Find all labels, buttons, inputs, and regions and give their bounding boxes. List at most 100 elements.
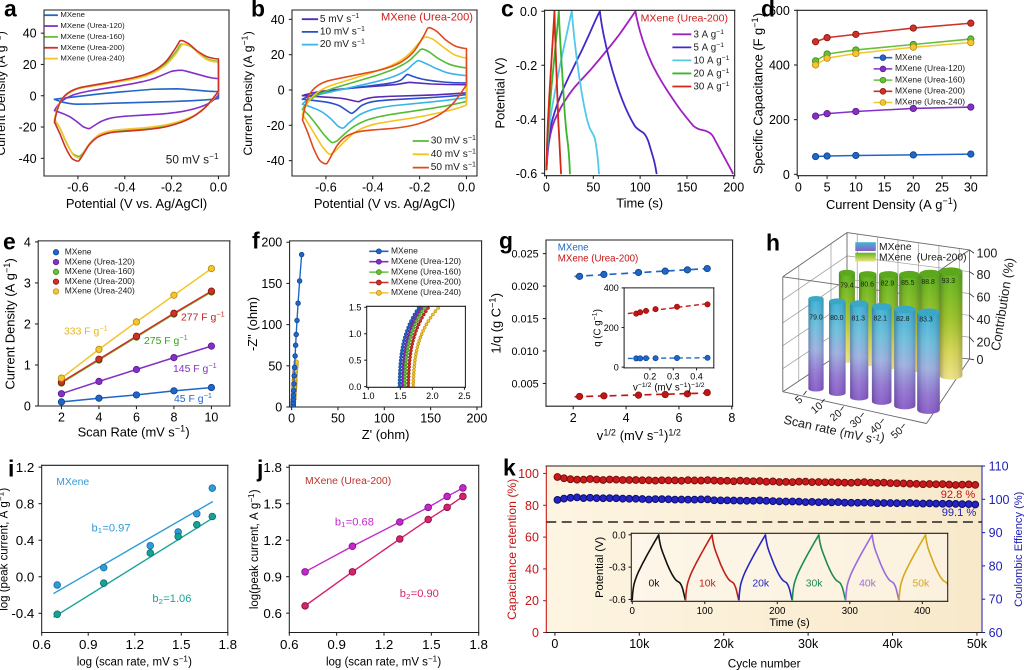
svg-text:4: 4 [623, 411, 630, 425]
svg-text:0.6: 0.6 [263, 606, 282, 621]
svg-text:100: 100 [697, 606, 714, 617]
svg-text:0.020: 0.020 [512, 281, 539, 293]
svg-text:80: 80 [977, 268, 991, 282]
svg-text:0: 0 [630, 606, 636, 617]
svg-text:1 0 m: 1 0 m V s − 1 [320, 11, 367, 40]
svg-text:100: 100 [518, 467, 539, 481]
svg-text:-40: -40 [267, 154, 285, 168]
svg-text:-0.4: -0.4 [11, 606, 35, 621]
svg-text:MXene: MXene [895, 52, 922, 62]
svg-text:88.8: 88.8 [921, 279, 935, 286]
svg-text:1.0: 1.0 [362, 391, 375, 401]
svg-text:0.9: 0.9 [327, 637, 346, 652]
svg-text:92.8 %: 92.8 % [941, 489, 976, 501]
svg-text:0.025: 0.025 [512, 249, 539, 261]
svg-text:600: 600 [769, 4, 790, 18]
svg-text:1.2: 1.2 [16, 460, 35, 475]
svg-text:100: 100 [989, 493, 1010, 507]
svg-text:100: 100 [630, 180, 651, 194]
svg-text:10k: 10k [699, 579, 717, 590]
svg-text:0.0: 0.0 [458, 181, 475, 195]
svg-text:MXene (Urea-120): MXene (Urea-120) [391, 256, 461, 266]
svg-text:b = 0 .: b = 0 . 9 0 2 [400, 577, 445, 602]
svg-text:100: 100 [977, 247, 998, 261]
svg-text:Potential (V): Potential (V) [594, 536, 606, 597]
svg-text:MXene: MXene [65, 246, 92, 256]
svg-text:MXene (Urea-200): MXene (Urea-200) [391, 277, 461, 287]
svg-text:l o g: l o g ( p e a k c u r r e n t , A g ) [0, 482, 13, 611]
svg-text:3 0 A: 3 0 A g − 1 [694, 66, 732, 95]
svg-text:3 3 3: 3 3 3 F g − 1 [64, 311, 110, 340]
svg-text:0k: 0k [648, 579, 660, 590]
svg-text:-Z" (ohm): -Z" (ohm) [245, 297, 260, 351]
svg-text:5 m V: 5 m V s − 1 [320, 0, 362, 27]
svg-text:j: j [256, 456, 263, 482]
svg-text:150: 150 [677, 180, 698, 194]
svg-text:0.9: 0.9 [79, 637, 98, 652]
svg-text:20: 20 [977, 335, 991, 349]
svg-text:200: 200 [467, 412, 488, 426]
svg-text:C u r r: C u r r e n t D e n s i t y ( A g ) − 1 [826, 184, 964, 214]
svg-text:4: 4 [24, 235, 31, 249]
svg-text:b = 0 .: b = 0 . 6 8 1 [335, 505, 380, 530]
svg-text:-0.6: -0.6 [516, 167, 538, 181]
svg-text:MXene (Urea-240): MXene (Urea-240) [391, 287, 461, 297]
svg-text:10k: 10k [629, 637, 650, 651]
svg-text:b: b [251, 0, 265, 22]
svg-text:0.8: 0.8 [16, 497, 35, 512]
svg-text:0.0: 0.0 [520, 5, 537, 19]
svg-text:8: 8 [170, 411, 177, 425]
svg-text:c: c [501, 0, 514, 22]
svg-text:MXene: MXene [879, 242, 912, 253]
svg-text:0.9: 0.9 [263, 570, 282, 585]
svg-text:0: 0 [288, 412, 295, 426]
svg-text:1.2: 1.2 [263, 533, 282, 548]
svg-text:1: 1 [24, 359, 31, 373]
svg-text:1.8: 1.8 [263, 460, 282, 475]
svg-text:q ( C: q ( C g ) − 1 [577, 303, 606, 347]
svg-text:2 0 m: 2 0 m V s − 1 [320, 24, 367, 53]
svg-text:400: 400 [769, 59, 790, 73]
svg-text:200: 200 [769, 113, 790, 127]
svg-text:50: 50 [268, 359, 282, 373]
svg-text:100: 100 [374, 412, 395, 426]
svg-text:0.010: 0.010 [512, 346, 539, 358]
svg-text:2 7 7: 2 7 7 F g − 1 [181, 297, 227, 326]
svg-text:0.5: 0.5 [349, 355, 362, 365]
svg-text:MXene (Urea-200): MXene (Urea-200) [305, 476, 391, 487]
svg-text:-0.2: -0.2 [161, 181, 183, 195]
svg-text:Time (s): Time (s) [616, 196, 663, 211]
svg-text:1.5: 1.5 [172, 637, 191, 652]
svg-text:82.9: 82.9 [881, 281, 895, 288]
svg-text:MXene (Urea-120): MXene (Urea-120) [65, 256, 135, 266]
svg-text:150: 150 [261, 277, 282, 291]
svg-text:6: 6 [133, 411, 140, 425]
svg-text:0: 0 [275, 401, 282, 415]
svg-text:25: 25 [935, 180, 949, 194]
svg-text:MXene (Urea-200): MXene (Urea-200) [60, 43, 125, 52]
svg-text:1 / q: 1 / q ( g C ) − 1 [476, 287, 506, 354]
svg-text:1.2: 1.2 [375, 637, 394, 652]
svg-text:MXene (Urea-240): MXene (Urea-240) [895, 97, 965, 107]
svg-text:0: 0 [30, 89, 37, 103]
svg-text:Capacitance retention (%): Capacitance retention (%) [505, 479, 519, 620]
svg-text:1.0: 1.0 [349, 329, 362, 339]
svg-text:-0.4: -0.4 [114, 181, 136, 195]
svg-text:40: 40 [977, 313, 991, 327]
svg-text:0: 0 [614, 362, 619, 372]
svg-text:70: 70 [989, 593, 1003, 607]
svg-text:0: 0 [795, 180, 802, 194]
svg-text:MXene: MXene [60, 10, 85, 19]
svg-text:99.1 %: 99.1 % [942, 507, 977, 519]
svg-text:5 0 m: 5 0 m V s − 1 [431, 147, 478, 176]
svg-text:Potential (V vs. Ag/AgCl): Potential (V vs. Ag/AgCl) [66, 196, 207, 211]
svg-text:6: 6 [675, 411, 682, 425]
svg-text:79.4: 79.4 [840, 283, 854, 290]
svg-text:93.3: 93.3 [942, 278, 956, 285]
svg-text:-0.6: -0.6 [315, 181, 337, 195]
svg-text:-0.2: -0.2 [516, 59, 538, 73]
svg-text:85.5: 85.5 [901, 280, 915, 287]
svg-text:50k: 50k [912, 579, 930, 590]
svg-text:20: 20 [525, 594, 539, 608]
svg-text:3: 3 [24, 276, 31, 290]
